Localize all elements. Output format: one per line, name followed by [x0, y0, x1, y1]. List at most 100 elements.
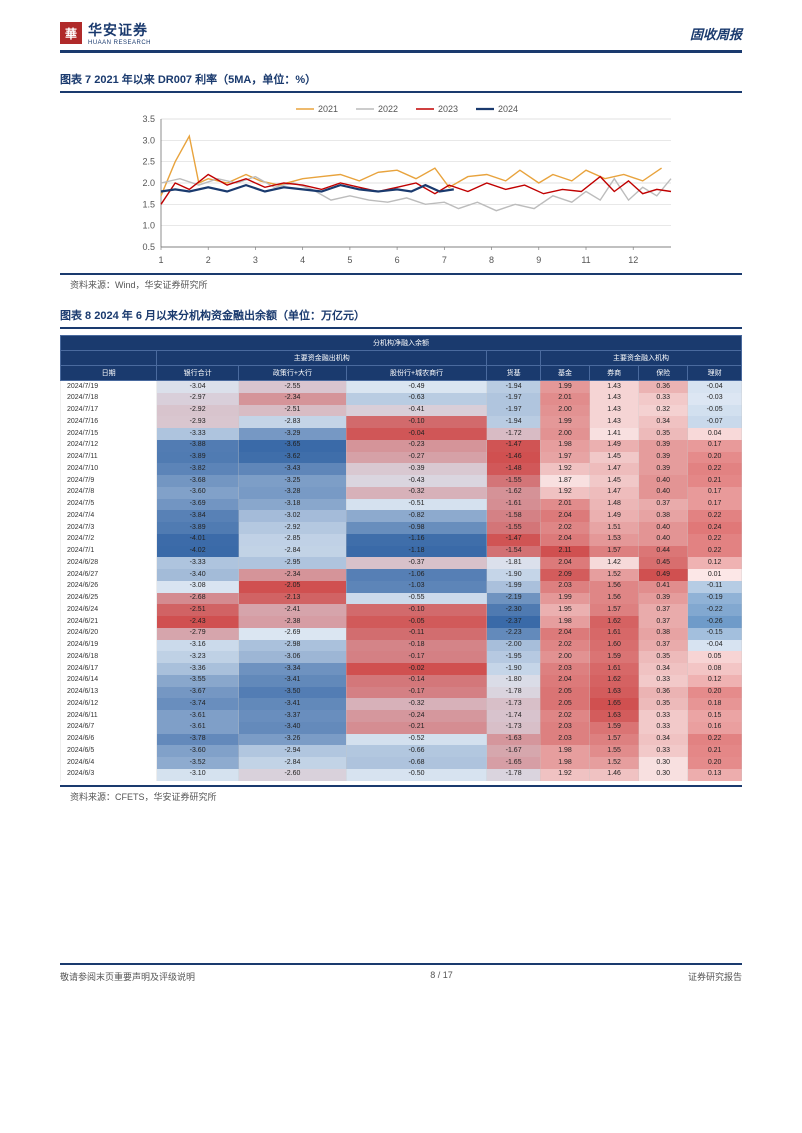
table-cell: -2.38 [239, 616, 347, 628]
table-cell: 0.37 [639, 604, 688, 616]
table-cell: -3.41 [239, 698, 347, 710]
table-row: 2024/7/18-2.97-2.34-0.63-1.972.011.430.3… [61, 393, 742, 405]
footer-page: 8 / 17 [430, 970, 453, 983]
table-row: 2024/7/15-3.33-3.29-0.04-1.722.001.410.3… [61, 428, 742, 440]
table-cell: 0.39 [639, 463, 688, 475]
table-row: 2024/6/12-3.74-3.41-0.32-1.732.051.650.3… [61, 698, 742, 710]
table-cell: -2.92 [157, 405, 239, 417]
table-cell: -2.51 [157, 604, 239, 616]
table-cell: 2024/6/21 [61, 616, 157, 628]
table-row: 2024/6/21-2.43-2.38-0.05-2.371.981.620.3… [61, 616, 742, 628]
table-cell: 1.57 [590, 604, 639, 616]
table-cell: -3.40 [239, 722, 347, 734]
table-cell: 2024/6/27 [61, 569, 157, 581]
table-cell: -3.69 [157, 499, 239, 511]
table-cell: 0.35 [639, 428, 688, 440]
table-cell: 0.15 [688, 710, 742, 722]
table-cell: -2.05 [239, 581, 347, 593]
table-cell: -4.01 [157, 534, 239, 546]
svg-text:12: 12 [628, 255, 638, 265]
table-cell: 2024/7/3 [61, 522, 157, 534]
logo-icon: 華 [60, 22, 82, 44]
table-cell: -3.06 [239, 651, 347, 663]
table-cell: 1.98 [540, 440, 589, 452]
table-cell: -3.28 [239, 487, 347, 499]
table-row: 2024/7/2-4.01-2.85-1.16-1.472.041.530.40… [61, 534, 742, 546]
table-cell: 0.40 [639, 534, 688, 546]
table-row: 2024/7/16-2.93-2.83-0.10-1.941.991.430.3… [61, 416, 742, 428]
table-cell: -0.68 [346, 757, 486, 769]
table-cell: -1.62 [487, 487, 541, 499]
table-cell: -1.58 [487, 510, 541, 522]
table-row: 2024/7/11-3.89-3.62-0.27-1.461.971.450.3… [61, 452, 742, 464]
svg-text:2: 2 [206, 255, 211, 265]
table-cell: 2.04 [540, 675, 589, 687]
table-cell: -1.99 [487, 581, 541, 593]
table-cell: -2.93 [157, 416, 239, 428]
table-cell: 0.30 [639, 769, 688, 781]
table-cell: 1.45 [590, 452, 639, 464]
table-cell: -2.84 [239, 546, 347, 558]
table-cell: 2024/6/19 [61, 640, 157, 652]
table-row: 2024/6/25-2.68-2.13-0.55-2.191.991.560.3… [61, 593, 742, 605]
table-cell: 0.18 [688, 698, 742, 710]
table-cell: 0.22 [688, 534, 742, 546]
table-row: 2024/6/4-3.52-2.84-0.68-1.651.981.520.30… [61, 757, 742, 769]
table-cell: -0.05 [346, 616, 486, 628]
table-cell: 0.08 [688, 663, 742, 675]
table-cell: 2024/6/26 [61, 581, 157, 593]
table-row: 2024/6/20-2.79-2.69-0.11-2.232.041.610.3… [61, 628, 742, 640]
table-cell: 0.12 [688, 675, 742, 687]
table-cell: -2.84 [239, 757, 347, 769]
svg-text:0.5: 0.5 [142, 242, 155, 252]
table-colheader: 保险 [639, 366, 688, 381]
table-groupheader [487, 351, 541, 366]
svg-text:2021: 2021 [318, 104, 338, 114]
table-cell: 2024/7/9 [61, 475, 157, 487]
figure8-source: 资料来源：CFETS，华安证券研究所 [60, 785, 742, 803]
table-cell: -0.52 [346, 734, 486, 746]
table-cell: -3.33 [157, 428, 239, 440]
table-cell: 0.40 [639, 487, 688, 499]
table-cell: 2024/7/4 [61, 510, 157, 522]
table-cell: 0.17 [688, 487, 742, 499]
table-cell: 2.05 [540, 698, 589, 710]
table-cell: 1.57 [590, 734, 639, 746]
table-cell: -3.36 [157, 663, 239, 675]
table-cell: 1.97 [540, 452, 589, 464]
table-cell: -1.90 [487, 569, 541, 581]
table-cell: -3.60 [157, 487, 239, 499]
table-cell: 2.02 [540, 522, 589, 534]
table-cell: -1.90 [487, 663, 541, 675]
table-cell: -3.78 [157, 734, 239, 746]
table-row: 2024/6/27-3.40-2.34-1.06-1.902.091.520.4… [61, 569, 742, 581]
table-cell: -3.88 [157, 440, 239, 452]
table-cell: 2024/6/20 [61, 628, 157, 640]
table-cell: -1.61 [487, 499, 541, 511]
table-cell: 1.92 [540, 487, 589, 499]
table-cell: -0.17 [346, 687, 486, 699]
table-cell: -0.37 [346, 557, 486, 569]
table-cell: 1.95 [540, 604, 589, 616]
table-cell: -3.67 [157, 687, 239, 699]
table-cell: 0.22 [688, 463, 742, 475]
table-cell: 1.87 [540, 475, 589, 487]
table-cell: 1.52 [590, 569, 639, 581]
table-cell: -0.07 [688, 416, 742, 428]
table-cell: -0.10 [346, 604, 486, 616]
table-cell: 0.37 [639, 499, 688, 511]
table-cell: 2.04 [540, 628, 589, 640]
svg-text:1.5: 1.5 [142, 199, 155, 209]
table-cell: 0.17 [688, 440, 742, 452]
table-cell: -1.55 [487, 475, 541, 487]
table-cell: 1.62 [590, 675, 639, 687]
table-cell: 0.01 [688, 569, 742, 581]
table-colheader: 政策行+大行 [239, 366, 347, 381]
table-cell: -0.18 [346, 640, 486, 652]
table-cell: 0.37 [639, 640, 688, 652]
table-cell: 0.22 [688, 510, 742, 522]
table-cell: -0.26 [688, 616, 742, 628]
table-cell: -1.55 [487, 522, 541, 534]
table-cell: -3.33 [157, 557, 239, 569]
table-cell: -3.02 [239, 510, 347, 522]
